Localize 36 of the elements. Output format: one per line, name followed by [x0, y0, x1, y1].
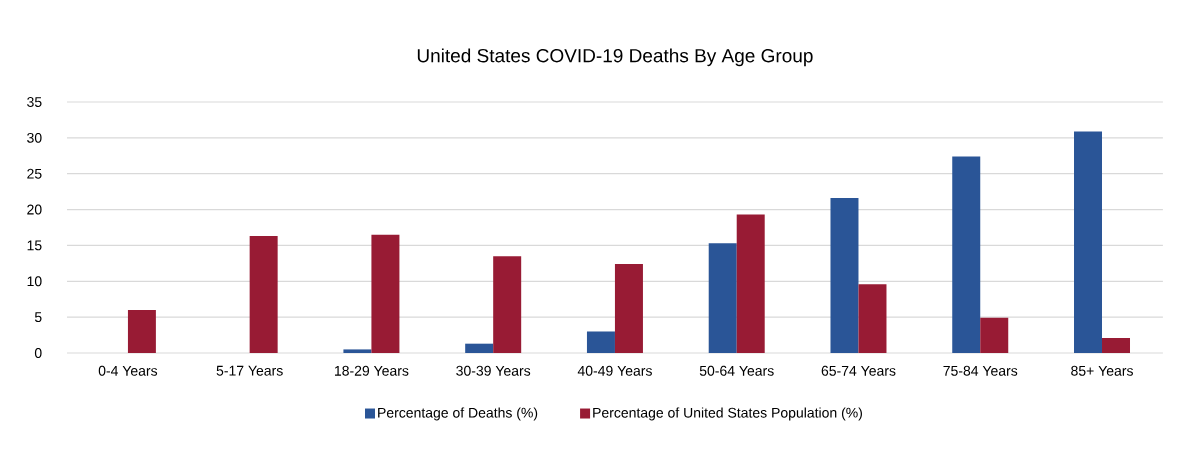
bar — [980, 317, 1009, 353]
legend-label: Percentage of United States Population (%) — [593, 407, 862, 421]
chart-title: United States COVID-19 Deaths By Age Group — [417, 48, 813, 67]
y-tick-label: 15 — [27, 240, 42, 251]
legend-label: Percentage of Deaths (%) — [378, 407, 538, 421]
x-tick-label: 18-29 Years — [334, 365, 409, 376]
bar — [493, 256, 522, 353]
y-tick-label: 20 — [27, 204, 42, 215]
bar — [465, 343, 494, 353]
y-tick-label: 0 — [34, 348, 42, 358]
x-tick-label: 30-39 Years — [456, 365, 531, 376]
bar — [343, 349, 372, 353]
bar — [1074, 131, 1103, 353]
x-tick-label: 75-84 Years — [943, 365, 1018, 376]
x-tick-label: 0-4 Years — [98, 365, 158, 376]
x-tick-label: 5-17 Years — [216, 365, 283, 376]
bar — [708, 243, 737, 353]
bar — [736, 214, 765, 353]
x-tick-label: 85+ Years — [1071, 365, 1133, 376]
y-tick-label: 5 — [34, 312, 42, 323]
bar — [1102, 337, 1131, 353]
bar — [127, 309, 156, 353]
x-tick-label: 65-74 Years — [821, 365, 896, 376]
bar — [249, 236, 278, 353]
x-tick-label: 50-64 Years — [699, 365, 774, 376]
y-tick-label: 30 — [27, 132, 42, 143]
y-tick-label: 25 — [27, 168, 42, 179]
y-tick-label: 35 — [27, 97, 42, 107]
y-tick-label: 10 — [27, 276, 42, 287]
bar — [586, 331, 615, 353]
bar — [614, 264, 643, 353]
bar — [952, 156, 981, 353]
bar — [858, 284, 887, 353]
bar — [371, 234, 400, 353]
x-tick-label: 40-49 Years — [577, 365, 652, 376]
bar — [830, 198, 859, 353]
